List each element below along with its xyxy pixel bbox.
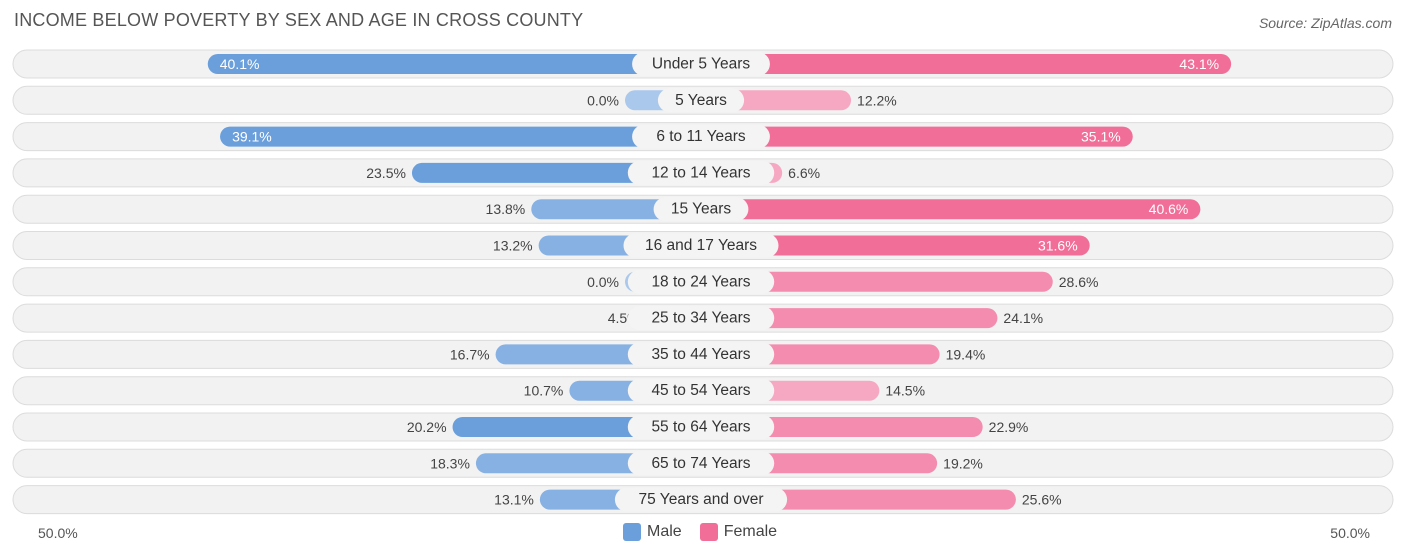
value-label-male: 18.3% xyxy=(430,455,470,471)
value-label-female: 19.2% xyxy=(943,455,983,471)
value-label-female: 6.6% xyxy=(788,165,820,181)
value-label-male: 20.2% xyxy=(407,419,447,435)
category-label: 45 to 54 Years xyxy=(651,382,750,399)
value-label-male: 16.7% xyxy=(450,346,490,362)
legend-swatch-female xyxy=(700,523,718,541)
bar-male xyxy=(208,54,701,74)
value-label-female: 43.1% xyxy=(1179,56,1219,72)
legend-label-female: Female xyxy=(724,523,777,541)
legend: Male Female xyxy=(623,523,795,541)
value-label-male: 40.1% xyxy=(220,56,260,72)
category-label: 5 Years xyxy=(675,92,727,109)
value-label-male: 23.5% xyxy=(366,165,406,181)
bar-female xyxy=(701,54,1231,74)
value-label-female: 12.2% xyxy=(857,92,897,108)
value-label-male: 0.0% xyxy=(587,274,619,290)
category-label: 25 to 34 Years xyxy=(651,310,750,327)
value-label-female: 24.1% xyxy=(1003,310,1043,326)
value-label-male: 13.2% xyxy=(493,238,533,254)
category-label: 35 to 44 Years xyxy=(651,346,750,363)
category-label: 18 to 24 Years xyxy=(651,273,750,290)
value-label-male: 13.8% xyxy=(486,201,526,217)
bar-female xyxy=(701,199,1200,219)
value-label-female: 35.1% xyxy=(1081,129,1121,145)
chart-area: 40.1% 43.1% Under 5 Years 0.0% 12.2% 5 Years 3… xyxy=(0,0,1406,558)
value-label-female: 22.9% xyxy=(989,419,1029,435)
value-label-male: 13.1% xyxy=(494,492,534,508)
axis-label-left: 50.0% xyxy=(38,525,78,541)
category-label: 6 to 11 Years xyxy=(656,128,746,145)
category-label: 16 and 17 Years xyxy=(645,237,757,254)
value-label-female: 25.6% xyxy=(1022,492,1062,508)
category-label: 55 to 64 Years xyxy=(651,419,750,436)
value-label-female: 14.5% xyxy=(885,383,925,399)
value-label-male: 39.1% xyxy=(232,129,272,145)
category-label: 15 Years xyxy=(671,201,732,218)
value-label-female: 28.6% xyxy=(1059,274,1099,290)
legend-item-male: Male xyxy=(623,523,682,541)
value-label-male: 10.7% xyxy=(524,383,564,399)
legend-swatch-male xyxy=(623,523,641,541)
legend-label-male: Male xyxy=(647,523,682,541)
category-label: 65 to 74 Years xyxy=(651,455,750,472)
value-label-female: 31.6% xyxy=(1038,238,1078,254)
category-label: 12 to 14 Years xyxy=(651,164,750,181)
value-label-female: 19.4% xyxy=(946,346,986,362)
category-label: 75 Years and over xyxy=(639,491,764,508)
axis-label-right: 50.0% xyxy=(1330,525,1370,541)
legend-item-female: Female xyxy=(700,523,777,541)
category-label: Under 5 Years xyxy=(652,56,750,73)
value-label-male: 0.0% xyxy=(587,92,619,108)
value-label-female: 40.6% xyxy=(1149,201,1189,217)
bar-male xyxy=(220,127,701,147)
